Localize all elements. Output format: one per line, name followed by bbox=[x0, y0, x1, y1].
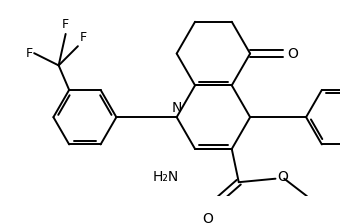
Text: O: O bbox=[277, 170, 288, 184]
Text: N: N bbox=[171, 101, 182, 114]
Text: F: F bbox=[79, 31, 87, 44]
Text: F: F bbox=[62, 18, 69, 31]
Text: O: O bbox=[287, 47, 298, 60]
Text: F: F bbox=[25, 47, 32, 60]
Text: H₂N: H₂N bbox=[153, 170, 179, 184]
Text: O: O bbox=[203, 212, 213, 224]
